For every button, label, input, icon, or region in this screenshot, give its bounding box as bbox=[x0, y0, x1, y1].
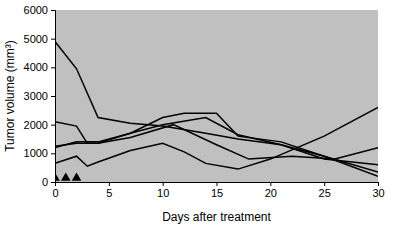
plot: 0 1000 2000 3000 4000 5000 6000 0 5 10 15 20 25 30 bbox=[24, 4, 385, 199]
x-tick-label: 20 bbox=[265, 187, 277, 199]
chart: 0 1000 2000 3000 4000 5000 6000 0 5 10 15 20 25 30 Day… bbox=[0, 0, 407, 233]
x-tick-label: 30 bbox=[372, 187, 384, 199]
y-tick-mark bbox=[51, 153, 55, 154]
x-tick-mark bbox=[163, 182, 164, 186]
x-tick-label: 5 bbox=[106, 187, 112, 199]
y-tick-label: 3000 bbox=[24, 90, 48, 102]
y-tick-label: 0 bbox=[42, 176, 48, 188]
x-tick: 5 bbox=[106, 182, 112, 199]
y-tick-mark bbox=[51, 10, 55, 11]
x-axis: 0 5 10 15 20 25 30 bbox=[52, 182, 384, 199]
marker bbox=[72, 172, 82, 180]
y-tick: 5000 bbox=[24, 33, 55, 45]
marker bbox=[61, 172, 71, 180]
series-line bbox=[55, 42, 378, 177]
x-tick-label: 10 bbox=[157, 187, 169, 199]
y-tick-mark bbox=[51, 67, 55, 68]
y-tick-mark bbox=[51, 182, 55, 183]
y-axis: 0 1000 2000 3000 4000 5000 6000 bbox=[24, 4, 56, 188]
y-axis-line bbox=[51, 11, 56, 183]
x-tick: 20 bbox=[265, 182, 277, 199]
y-tick-label: 1000 bbox=[24, 147, 48, 159]
x-axis-line bbox=[56, 183, 379, 187]
y-tick-label: 6000 bbox=[24, 4, 48, 16]
y-tick: 4000 bbox=[24, 61, 55, 73]
y-tick-label: 4000 bbox=[24, 61, 48, 73]
x-tick-mark bbox=[270, 182, 271, 186]
y-tick: 6000 bbox=[24, 4, 55, 16]
series-line bbox=[55, 107, 378, 169]
x-tick: 10 bbox=[157, 182, 169, 199]
y-tick: 2000 bbox=[24, 119, 55, 131]
x-axis-title: Days after treatment bbox=[162, 210, 271, 224]
x-tick-label: 25 bbox=[319, 187, 331, 199]
series-line bbox=[55, 125, 378, 159]
x-tick-mark bbox=[55, 182, 56, 186]
y-tick-mark bbox=[51, 96, 55, 97]
plot-background bbox=[55, 10, 378, 182]
x-tick: 15 bbox=[211, 182, 223, 199]
series-line bbox=[55, 113, 378, 172]
y-tick: 3000 bbox=[24, 90, 55, 102]
x-tick-mark bbox=[324, 182, 325, 186]
x-tick-label: 0 bbox=[52, 187, 58, 199]
x-tick: 0 bbox=[52, 182, 58, 199]
x-tick-mark bbox=[217, 182, 218, 186]
y-tick-mark bbox=[51, 125, 55, 126]
x-tick: 30 bbox=[372, 182, 384, 199]
x-tick: 25 bbox=[319, 182, 331, 199]
x-tick-mark bbox=[378, 182, 379, 186]
y-axis-title: Tumor volume (mm³) bbox=[3, 40, 17, 152]
y-tick: 1000 bbox=[24, 147, 55, 159]
x-tick-mark bbox=[109, 182, 110, 186]
y-tick-label: 2000 bbox=[24, 119, 48, 131]
marks bbox=[55, 42, 378, 181]
x-tick-label: 15 bbox=[211, 187, 223, 199]
y-tick-label: 5000 bbox=[24, 33, 48, 45]
y-tick-mark bbox=[51, 39, 55, 40]
